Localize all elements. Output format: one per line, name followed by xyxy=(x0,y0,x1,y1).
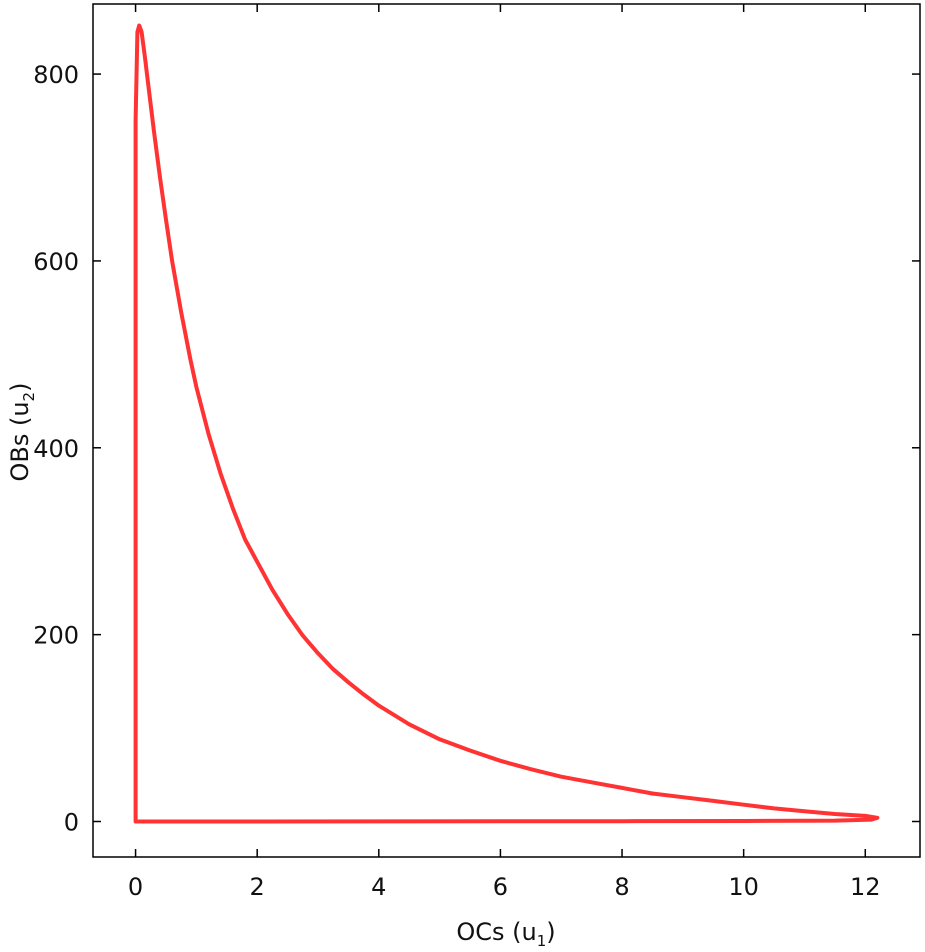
x-tick-label: 0 xyxy=(128,873,143,901)
x-tick-label: 2 xyxy=(250,873,265,901)
y-axis-label: OBs (u2) xyxy=(6,383,38,482)
series-line xyxy=(133,23,880,824)
y-tick-label: 0 xyxy=(64,808,79,836)
ticks xyxy=(93,4,920,857)
y-tick-label: 800 xyxy=(33,61,79,89)
tick-labels: 0 2 4 6 8 10 12 0 200 400 600 800 xyxy=(33,61,880,901)
y-tick-label: 400 xyxy=(33,435,79,463)
plot-frame xyxy=(92,3,921,858)
x-axis-label: OCs (u1) xyxy=(456,918,555,950)
x-tick-label: 12 xyxy=(850,873,881,901)
x-tick-label: 6 xyxy=(493,873,508,901)
x-tick-label: 4 xyxy=(371,873,386,901)
x-tick-label: 8 xyxy=(614,873,629,901)
y-tick-label: 600 xyxy=(33,248,79,276)
y-tick-label: 200 xyxy=(33,622,79,650)
x-tick-label: 10 xyxy=(728,873,759,901)
